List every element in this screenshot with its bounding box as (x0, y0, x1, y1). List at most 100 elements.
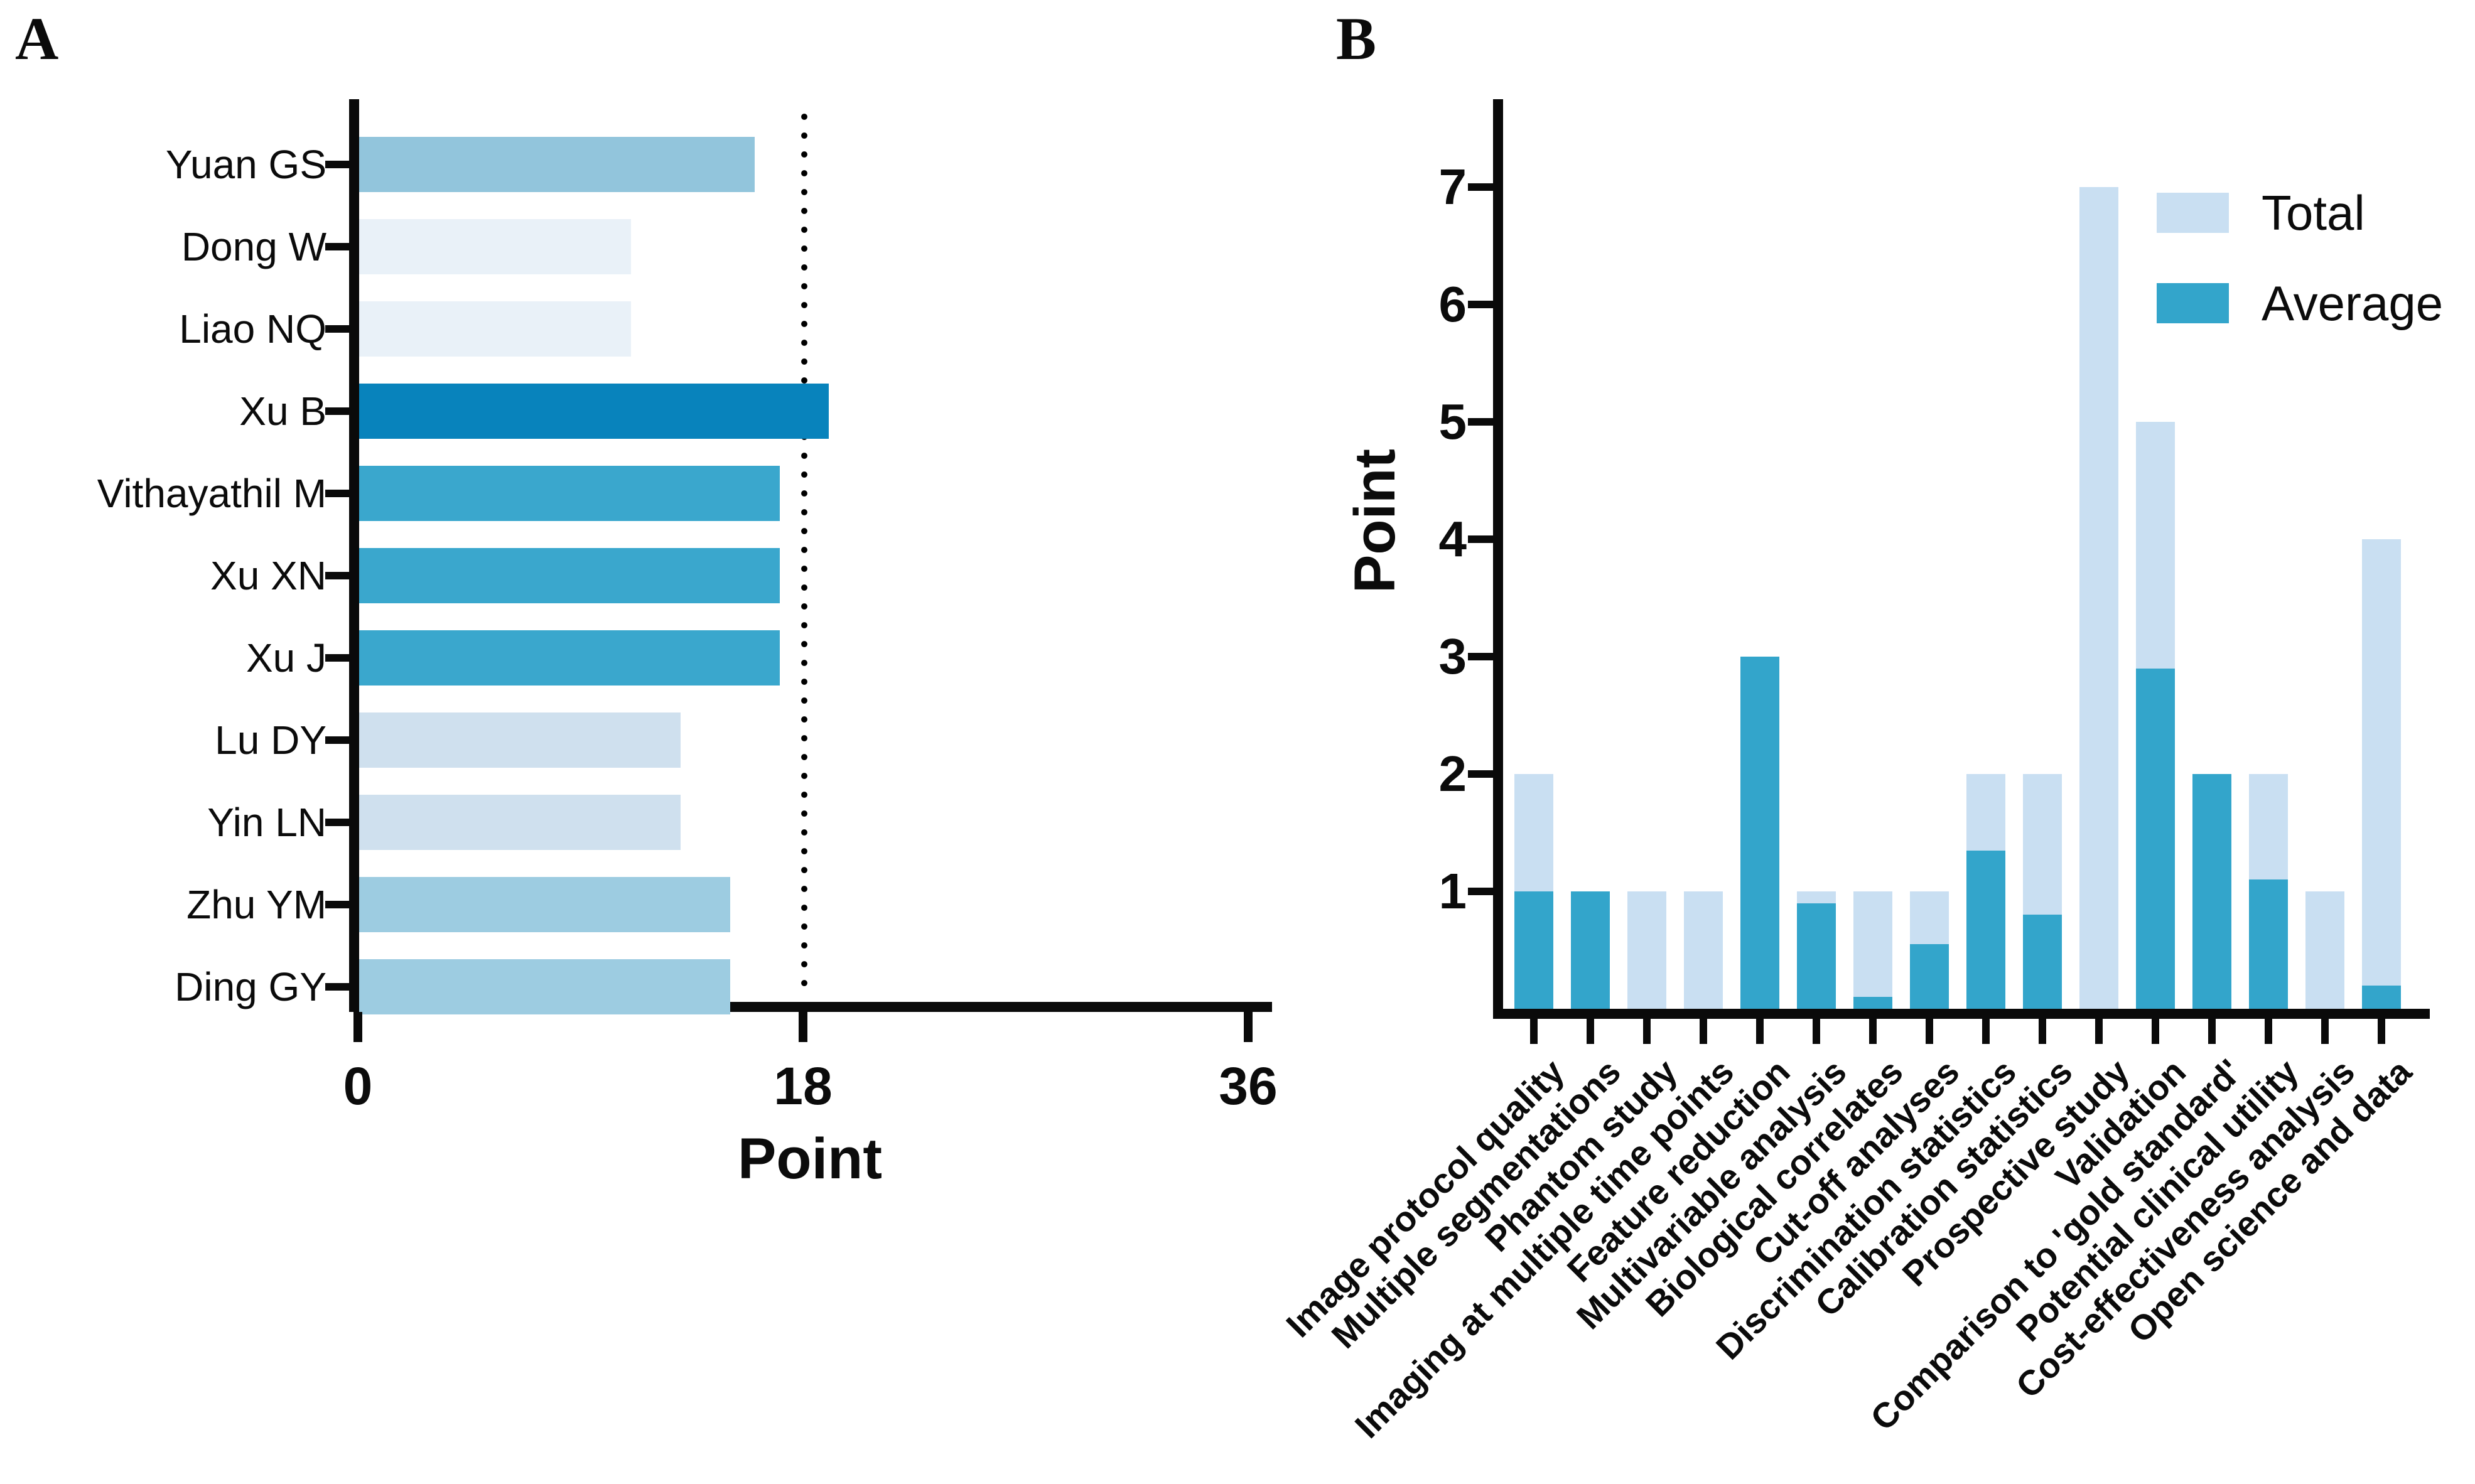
bar-row-8 (359, 712, 681, 768)
panel-a-category-label: Lu DY (215, 718, 326, 763)
panel-b-y-tick (1468, 770, 1493, 778)
average-bar-9 (1966, 850, 2005, 1009)
panel-b-x-axis (1493, 1009, 2430, 1019)
panel-b-y-tick-label: 1 (1438, 863, 1467, 919)
panel-b-x-tick (1643, 1019, 1651, 1044)
threshold-dotted-line (801, 108, 807, 997)
legend-label-average: Average (2262, 276, 2444, 331)
panel-a-x-axis-title: Point (738, 1127, 882, 1191)
legend-swatch-total (2157, 193, 2229, 233)
panel-b-y-tick (1468, 301, 1493, 308)
panel-b-y-tick (1468, 535, 1493, 543)
panel-b-y-tick-label: 5 (1438, 394, 1467, 449)
panel-b-y-tick-label: 2 (1438, 746, 1467, 802)
panel-a-category-label: Liao NQ (179, 306, 326, 352)
panel-b-x-tick (1813, 1019, 1820, 1044)
bar-row-6 (359, 548, 780, 603)
panel-b-x-tick (2152, 1019, 2159, 1044)
panel-a-x-tick (353, 1012, 362, 1042)
legend-label-total: Total (2262, 185, 2365, 240)
panel-a-y-tick (325, 490, 349, 497)
bar-row-1 (359, 137, 755, 192)
panel-b-y-tick (1468, 888, 1493, 895)
panel-b-y-tick (1468, 183, 1493, 191)
average-bar-13 (2192, 774, 2231, 1009)
total-bar-7 (1853, 891, 1892, 1009)
total-bar-3 (1627, 891, 1666, 1009)
total-bar-15 (2305, 891, 2344, 1009)
panel-a-x-tick (1244, 1012, 1253, 1042)
bar-row-7 (359, 630, 780, 686)
average-bar-7 (1853, 997, 1892, 1009)
panel-a-category-label: Xu J (245, 635, 326, 680)
panel-b-x-tick (2208, 1019, 2216, 1044)
panel-a-category-label: Vithayathil M (97, 471, 326, 516)
panel-b-y-axis-title: Point (1343, 449, 1407, 593)
panel-a-x-tick-label: 0 (343, 1057, 373, 1116)
panel-a-category-label: Dong W (181, 224, 326, 269)
panel-a-x-tick-label: 36 (1219, 1057, 1278, 1116)
legend-item-total: Total (2157, 188, 2443, 237)
bar-row-2 (359, 219, 631, 274)
panel-b-label: B (1336, 5, 1377, 72)
total-bar-4 (1684, 891, 1723, 1009)
panel-b-x-tick (2039, 1019, 2046, 1044)
panel-a-x-tick (799, 1012, 807, 1042)
panel-a-y-tick (325, 983, 349, 991)
panel-b-y-axis (1493, 99, 1503, 1019)
panel-a-category-label: Yin LN (207, 800, 326, 845)
panel-b-y-tick-label: 6 (1438, 276, 1467, 332)
panel-b-x-tick (2378, 1019, 2385, 1044)
average-bar-5 (1740, 657, 1779, 1009)
panel-a-label: A (15, 5, 59, 72)
panel-a-category-label: Xu XN (210, 553, 326, 598)
panel-a-y-tick (325, 243, 349, 250)
bar-row-9 (359, 795, 681, 850)
panel-a-y-tick (325, 819, 349, 826)
panel-a-y-tick (325, 736, 349, 744)
panel-b-x-tick (1756, 1019, 1764, 1044)
bar-row-10 (359, 877, 730, 932)
legend-swatch-average (2157, 283, 2229, 323)
panel-b-x-tick (1926, 1019, 1933, 1044)
bar-row-3 (359, 301, 631, 357)
panel-b-x-tick (1869, 1019, 1877, 1044)
panel-a-y-tick (325, 901, 349, 908)
panel-a-category-label: Xu B (239, 389, 326, 434)
panel-b-y-tick-label: 3 (1438, 628, 1467, 684)
panel-a-y-tick (325, 407, 349, 415)
average-bar-16 (2362, 985, 2401, 1009)
average-bar-1 (1514, 891, 1553, 1009)
panel-b-x-tick (1587, 1019, 1594, 1044)
panel-a-y-tick (325, 325, 349, 333)
panel-a-category-label: Yuan GS (165, 142, 326, 187)
panel-b-x-tick (2265, 1019, 2272, 1044)
panel-b-x-tick (1530, 1019, 1538, 1044)
panel-b-x-tick (2095, 1019, 2103, 1044)
panel-b-x-tick (1700, 1019, 1707, 1044)
panel-a-y-tick (325, 654, 349, 662)
panel-b-x-tick (2321, 1019, 2329, 1044)
panel-b-y-tick-label: 4 (1438, 511, 1467, 567)
average-bar-2 (1571, 891, 1610, 1009)
average-bar-12 (2136, 668, 2175, 1009)
panel-b-y-tick (1468, 653, 1493, 660)
bar-row-11 (359, 959, 730, 1014)
average-bar-8 (1910, 944, 1949, 1009)
panel-b-y-tick-label: 7 (1438, 159, 1467, 215)
bar-row-5 (359, 466, 780, 521)
panel-b-y-tick (1468, 418, 1493, 426)
panel-b-x-tick (1982, 1019, 1990, 1044)
panel-a-category-label: Zhu YM (186, 882, 326, 927)
panel-a-category-label: Ding GY (175, 964, 326, 1009)
total-bar-11 (2079, 187, 2118, 1009)
total-bar-16 (2362, 539, 2401, 1009)
average-bar-6 (1797, 903, 1836, 1009)
panel-a-x-tick-label: 18 (774, 1057, 833, 1116)
legend: Total Average (2157, 188, 2443, 369)
panel-a-y-axis (349, 99, 359, 1012)
average-bar-10 (2023, 915, 2062, 1009)
legend-item-average: Average (2157, 279, 2443, 328)
average-bar-14 (2249, 879, 2288, 1009)
